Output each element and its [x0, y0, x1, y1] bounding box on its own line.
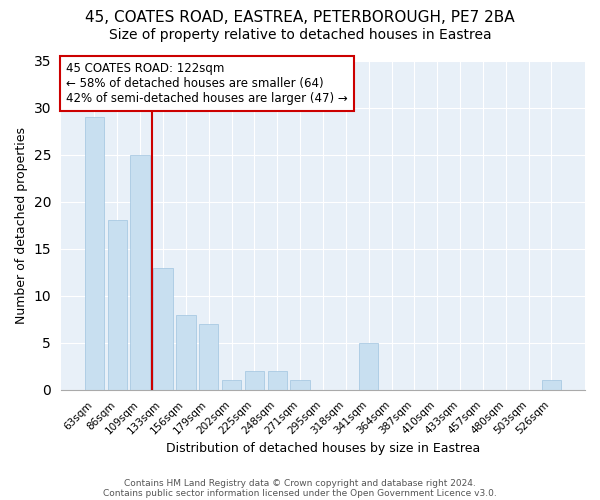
Bar [85, 117, 104, 390]
Bar [199, 324, 218, 390]
Text: Size of property relative to detached houses in Eastrea: Size of property relative to detached ho… [109, 28, 491, 42]
Text: Contains HM Land Registry data © Crown copyright and database right 2024.: Contains HM Land Registry data © Crown c… [124, 478, 476, 488]
Bar [130, 154, 150, 390]
Bar [268, 371, 287, 390]
Bar [222, 380, 241, 390]
Bar [153, 268, 173, 390]
Bar [542, 380, 561, 390]
Text: 45, COATES ROAD, EASTREA, PETERBOROUGH, PE7 2BA: 45, COATES ROAD, EASTREA, PETERBOROUGH, … [85, 10, 515, 25]
X-axis label: Distribution of detached houses by size in Eastrea: Distribution of detached houses by size … [166, 442, 480, 455]
Bar [245, 371, 264, 390]
Bar [359, 343, 379, 390]
Bar [107, 220, 127, 390]
Text: Contains public sector information licensed under the Open Government Licence v3: Contains public sector information licen… [103, 488, 497, 498]
Text: 45 COATES ROAD: 122sqm
← 58% of detached houses are smaller (64)
42% of semi-det: 45 COATES ROAD: 122sqm ← 58% of detached… [66, 62, 348, 105]
Bar [290, 380, 310, 390]
Y-axis label: Number of detached properties: Number of detached properties [15, 126, 28, 324]
Bar [176, 314, 196, 390]
